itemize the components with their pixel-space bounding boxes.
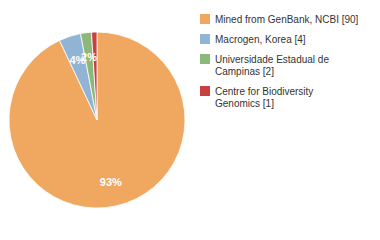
legend-label-line: Universidade Estadual de <box>215 54 329 65</box>
data-label: 93% <box>100 176 122 188</box>
pie-slice <box>91 32 97 120</box>
legend-label: Universidade Estadual deCampinas [2] <box>215 54 329 77</box>
legend-label-line: Mined from GenBank, NCBI [90] <box>215 14 359 25</box>
legend-label: Centre for BiodiversityGenomics [1] <box>215 86 313 109</box>
data-label: 2% <box>81 51 97 63</box>
legend: Mined from GenBank, NCBI [90] Macrogen, K… <box>200 14 359 109</box>
legend-label-line: Macrogen, Korea [4] <box>215 34 306 45</box>
legend-swatch <box>200 86 210 96</box>
legend-swatch <box>200 54 210 64</box>
legend-label: Macrogen, Korea [4] <box>215 34 306 45</box>
legend-label-line: Centre for Biodiversity <box>215 86 313 97</box>
legend-swatch <box>200 14 210 24</box>
chart-container: 93%4%2% Mined from GenBank, NCBI [90] Macr… <box>0 0 380 240</box>
legend-label: Mined from GenBank, NCBI [90] <box>215 14 359 25</box>
legend-label-line: Campinas [2] <box>215 66 274 77</box>
data-labels: 93%4%2% <box>69 51 122 188</box>
slices <box>9 32 185 208</box>
chart: 93%4%2% Mined from GenBank, NCBI [90] Macr… <box>0 0 380 240</box>
pie-slice <box>81 32 97 120</box>
pie-slice <box>9 32 185 208</box>
legend-swatch <box>200 34 210 44</box>
legend-label-line: Genomics [1] <box>215 98 274 109</box>
